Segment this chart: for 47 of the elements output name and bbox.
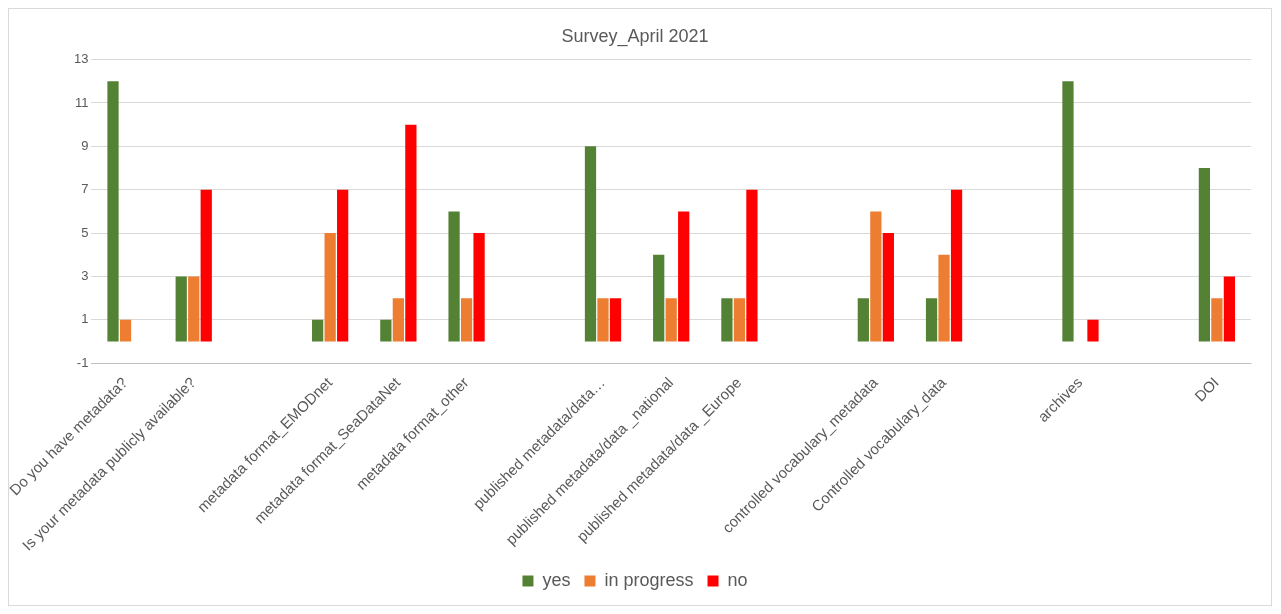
bar — [324, 233, 336, 342]
chart-title: Survey_April 2021 — [561, 25, 709, 47]
bar — [733, 298, 746, 342]
x-tick-label: DOI — [1191, 373, 1222, 405]
y-tick-label: 7 — [81, 181, 89, 197]
bar — [1062, 81, 1074, 342]
y-tick-label: 3 — [81, 268, 89, 284]
legend-label: no — [727, 569, 748, 590]
bar — [609, 298, 622, 342]
bar — [175, 276, 187, 342]
bar — [337, 189, 349, 342]
bar — [119, 319, 132, 342]
y-tick-label: 5 — [81, 224, 89, 240]
bar — [200, 189, 212, 342]
bar — [721, 298, 733, 342]
legend-label: yes — [542, 569, 571, 590]
bar — [870, 211, 882, 342]
bar — [1223, 276, 1236, 342]
bar — [1198, 168, 1211, 342]
bar — [107, 81, 119, 342]
bar — [405, 124, 417, 342]
y-tick-label: 9 — [81, 137, 89, 153]
bar — [925, 298, 938, 342]
bar — [1087, 319, 1099, 342]
y-tick-label: 1 — [81, 311, 89, 327]
bar — [950, 189, 963, 342]
bar — [188, 276, 200, 342]
bar — [448, 211, 460, 342]
bar — [653, 254, 665, 342]
bar — [1211, 298, 1223, 342]
bar — [380, 319, 392, 342]
bar — [460, 298, 473, 342]
bar — [597, 298, 609, 342]
bar — [584, 146, 597, 342]
bar — [312, 319, 324, 342]
bar — [665, 298, 677, 342]
legend-label: in progress — [604, 569, 694, 590]
bar — [392, 298, 404, 342]
y-tick-label: 11 — [74, 94, 89, 110]
bar — [882, 233, 894, 342]
bar — [678, 211, 690, 342]
bar — [746, 189, 758, 342]
bar — [857, 298, 869, 342]
bar — [938, 254, 950, 342]
y-tick-label: 13 — [73, 51, 89, 67]
bar — [473, 233, 485, 342]
y-tick-label: -1 — [76, 354, 89, 370]
